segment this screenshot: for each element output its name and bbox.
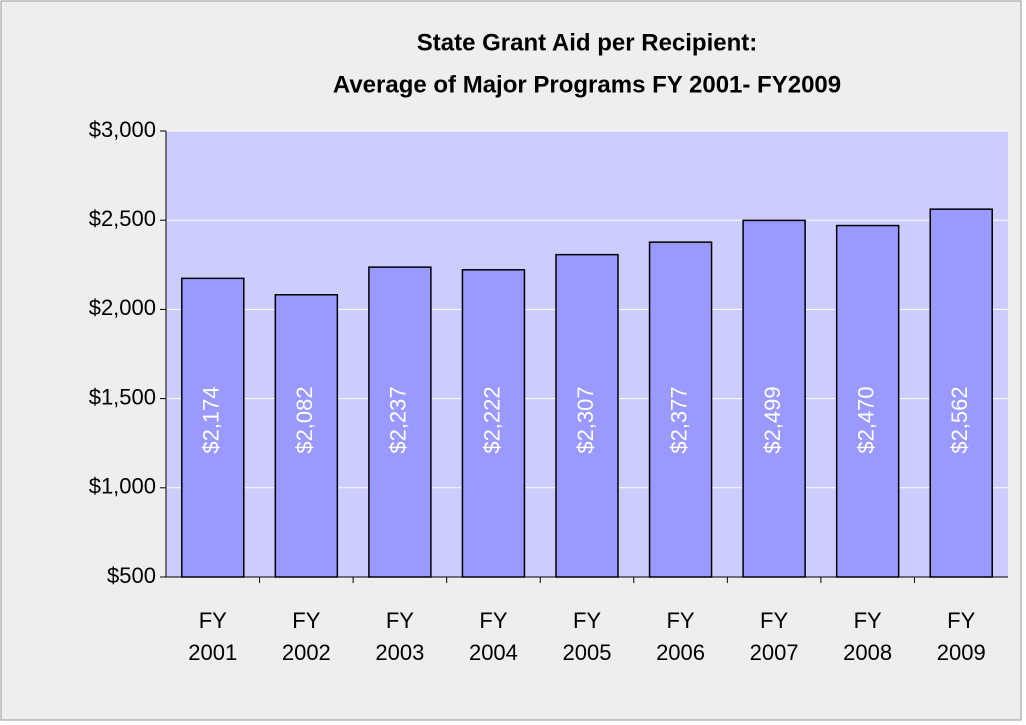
x-tick-label: FY 2005: [562, 608, 612, 665]
bar: [929, 208, 993, 578]
value-label: $2,470: [853, 386, 878, 453]
y-tick-label: $1,500: [89, 384, 156, 409]
x-tick-label: FY 2006: [656, 608, 706, 665]
x-tick-label: FY 2009: [936, 608, 986, 665]
x-tick-label: FY 2001: [188, 608, 238, 665]
chart-title: State Grant Aid per Recipient:: [417, 29, 758, 56]
y-tick-label: $2,000: [89, 295, 156, 320]
bar: [555, 253, 619, 578]
x-tick-label: FY 2004: [468, 608, 518, 665]
y-tick-label: $3,000: [89, 117, 156, 142]
bar: [461, 269, 526, 578]
value-label: $2,499: [760, 386, 785, 453]
bar: [648, 241, 713, 578]
y-tick-label: $500: [107, 563, 156, 588]
value-label: $2,237: [386, 386, 411, 453]
bar: [368, 266, 432, 578]
value-label: $2,082: [292, 386, 317, 453]
bar: [181, 277, 245, 578]
x-tick-label: FY 2008: [843, 608, 893, 665]
value-label: $2,377: [666, 386, 691, 453]
value-label: $2,307: [573, 386, 598, 453]
x-tick-label: FY 2007: [749, 608, 799, 665]
x-tick-label: FY 2003: [375, 608, 425, 665]
y-tick-label: $1,000: [89, 474, 156, 499]
bar: [835, 224, 900, 578]
value-label: $2,222: [479, 386, 504, 453]
value-label: $2,174: [199, 386, 224, 453]
x-tick-label: FY 2002: [281, 608, 331, 665]
value-label: $2,562: [947, 386, 972, 453]
y-tick-label: $2,500: [89, 206, 156, 231]
bar: [742, 219, 806, 578]
bar: [274, 294, 339, 578]
chart-title: Average of Major Programs FY 2001- FY200…: [333, 71, 841, 98]
